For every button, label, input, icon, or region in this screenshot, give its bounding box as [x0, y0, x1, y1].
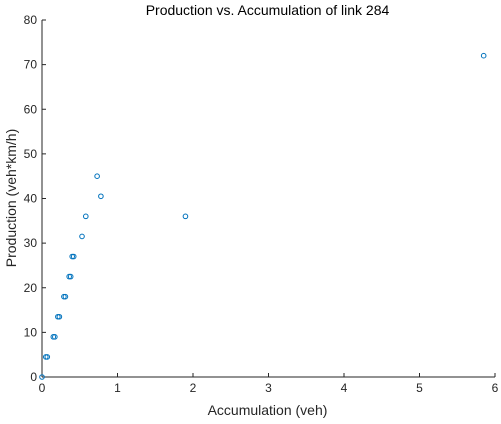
data-point — [82, 213, 89, 220]
data-point — [94, 173, 100, 179]
data-point — [44, 354, 51, 360]
x-tick-label: 1 — [114, 381, 121, 395]
y-tick-label: 10 — [24, 325, 38, 339]
data-point — [52, 334, 58, 340]
x-tick-label: 2 — [190, 381, 197, 395]
data-point — [480, 52, 487, 59]
data-point — [79, 233, 85, 240]
x-tick-label: 3 — [265, 381, 272, 395]
y-tick-label: 60 — [24, 102, 38, 116]
y-tick-label: 20 — [24, 281, 38, 295]
x-axis-label: Accumulation (veh) — [207, 402, 328, 418]
data-point — [56, 313, 63, 320]
chart-title: Production vs. Accumulation of link 284 — [145, 2, 390, 18]
y-tick-label: 70 — [24, 58, 38, 72]
data-point — [39, 374, 45, 380]
y-tick-label: 40 — [24, 192, 38, 206]
x-tick-label: 5 — [416, 381, 423, 395]
y-tick-label: 0 — [30, 370, 37, 384]
data-point — [182, 213, 189, 220]
data-point — [70, 253, 77, 260]
y-tick-label: 80 — [24, 13, 38, 27]
data-point — [67, 273, 74, 280]
x-tick-label: 4 — [341, 381, 348, 395]
y-tick-label: 50 — [24, 147, 38, 161]
x-tick-label: 6 — [492, 381, 499, 395]
data-point — [62, 293, 69, 300]
data-point — [98, 193, 104, 200]
y-tick-label: 30 — [24, 236, 38, 250]
x-tick-label: 0 — [39, 381, 46, 395]
